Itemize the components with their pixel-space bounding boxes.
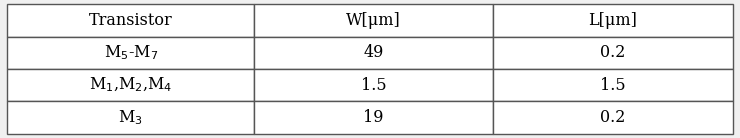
Text: Transistor: Transistor (89, 12, 172, 29)
Bar (494, 69, 733, 101)
Bar (7, 101, 254, 134)
Bar (7, 69, 254, 101)
Bar (7, 4, 254, 37)
Text: W[μm]: W[μm] (346, 12, 401, 29)
Text: 19: 19 (363, 109, 384, 126)
Text: M$_5$-M$_7$: M$_5$-M$_7$ (104, 43, 158, 62)
Text: 1.5: 1.5 (600, 77, 626, 94)
Bar (254, 4, 494, 37)
Bar (254, 37, 494, 69)
Text: M$_1$,M$_2$,M$_4$: M$_1$,M$_2$,M$_4$ (89, 76, 172, 94)
Text: 0.2: 0.2 (600, 44, 625, 61)
Bar (494, 4, 733, 37)
Text: 0.2: 0.2 (600, 109, 625, 126)
Bar (254, 101, 494, 134)
Text: M$_3$: M$_3$ (118, 108, 143, 127)
Bar (494, 101, 733, 134)
Bar (254, 69, 494, 101)
Text: L[μm]: L[μm] (588, 12, 637, 29)
Text: 49: 49 (363, 44, 384, 61)
Bar (494, 37, 733, 69)
Bar (7, 37, 254, 69)
Text: 1.5: 1.5 (361, 77, 386, 94)
